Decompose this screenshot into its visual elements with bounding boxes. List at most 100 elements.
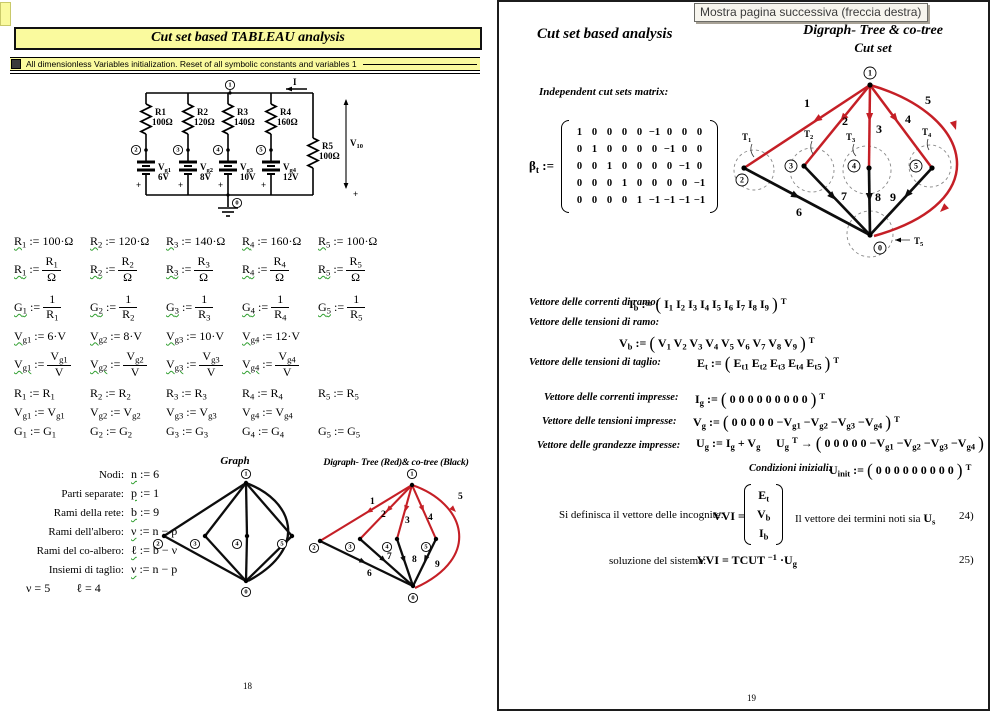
- equation: R2:= R2 Ω: [90, 255, 166, 284]
- svg-text:1: 1: [244, 471, 247, 478]
- equation: G2:= G2: [90, 423, 133, 440]
- svg-text:8: 8: [875, 190, 881, 204]
- equation: R1:= 100·Ω: [14, 233, 74, 250]
- matrix-cells: 1 0 0 0 0 −1 0 0 0 0 1 0 0 0 0 −1 0 0 0 0 1 0 0 0 0 −1 0 0 0 0 1 0 0 0 0 −1…: [569, 120, 710, 213]
- result: ℓ = 4: [76, 581, 101, 595]
- vector-item: Ib: [759, 526, 769, 542]
- source-value: 10V: [240, 172, 256, 182]
- param-definition: b := 9: [131, 505, 160, 519]
- matrix-cell: 0: [576, 161, 583, 172]
- matrix-cell: 0: [576, 195, 583, 206]
- label-solution: soluzione del sistema:: [609, 555, 707, 567]
- matrix-cell: 0: [636, 161, 643, 172]
- cutset-label-T2: T2: [804, 129, 813, 141]
- cutset-label-T5: T5: [914, 236, 924, 248]
- matrix-cell: 0: [696, 144, 703, 155]
- math-initial-conditions: Uinit := ( 0 0 0 0 0 0 0 0 0 ) T: [829, 460, 972, 480]
- node-label-0: 0: [240, 586, 252, 598]
- cutset-matrix: βt := 1 0 0 0 0 −1 0 0 0 0 1 0 0 0 0 −1 0 0 0 0 1 0 0 0 0 −1 0 0 0 0 1…: [529, 120, 718, 213]
- math-impressed-quantities-1: Ug := Ig + Vg: [696, 436, 761, 452]
- matrix-cell: 0: [681, 144, 688, 155]
- label-impressed-voltages: Vettore delle tensioni impresse:: [542, 416, 677, 427]
- source-name: Vg4: [283, 162, 297, 174]
- corner-strip: [0, 2, 11, 26]
- svg-text:4: 4: [385, 544, 389, 551]
- matrix-cell: 0: [666, 127, 673, 138]
- matrix-cell: 0: [651, 161, 658, 172]
- node-label-4: 4: [212, 144, 224, 156]
- svg-text:6: 6: [796, 205, 802, 219]
- matrix-cell: −1: [678, 161, 691, 172]
- cutset-label-T3: T3: [846, 132, 856, 144]
- node-label-1: 1: [863, 66, 877, 80]
- vector-items: Et Vb Ib: [751, 484, 776, 545]
- node-label-1: 1: [224, 79, 236, 91]
- resistor-value: 120Ω: [194, 117, 215, 127]
- svg-text:3: 3: [876, 122, 882, 136]
- equation: R2:= R2: [90, 385, 131, 402]
- svg-text:0: 0: [235, 200, 238, 207]
- node-label-5: 5: [255, 144, 267, 156]
- node-label-2: 2: [308, 542, 320, 554]
- equation: R1:= R1 Ω: [14, 255, 90, 284]
- matrix-cell: 0: [681, 127, 688, 138]
- right-page-title: Cut set based analysis: [537, 26, 673, 42]
- plus-sign: +: [261, 180, 266, 190]
- circuit-diagram: R1 100Ω R2 120Ω R3 140Ω R4 160Ω R5 100Ω …: [130, 77, 363, 217]
- matrix-cell: −1: [678, 195, 691, 206]
- equation: G1:= 1 R1: [14, 293, 90, 322]
- matrix-cell: −1: [693, 178, 706, 189]
- graph-title: Graph: [220, 455, 250, 467]
- equation: G4:= G4: [242, 423, 285, 440]
- math-impressed-quantities-2: Ug T → ( 0 0 0 0 0 −Vg1 −Vg2 −Vg3 −Vg4 ): [776, 433, 984, 453]
- matrix-label: Independent cut sets matrix:: [539, 86, 669, 98]
- matrix-cell: −1: [693, 195, 706, 206]
- matrix-cell: 0: [666, 161, 673, 172]
- equation: Vg2:= 8·V: [90, 328, 143, 345]
- equation: R2:= 120·Ω: [90, 233, 150, 250]
- collapse-marker-icon[interactable]: [11, 59, 21, 69]
- matrix-paren-right: [709, 120, 718, 213]
- vector-item: Vb: [757, 507, 771, 523]
- node-label-3: 3: [189, 538, 201, 550]
- matrix-cell: 0: [576, 144, 583, 155]
- current-label: I: [293, 77, 297, 87]
- math-cut-voltages: Et := ( Et1 Et2 Et3 Et4 Et5 ) T: [697, 353, 840, 373]
- label-impressed-quantities: Vettore delle grandezze impresse:: [537, 440, 681, 451]
- svg-text:4: 4: [428, 513, 433, 523]
- equation: G1:= G1: [14, 423, 57, 440]
- matrix-cell: 0: [621, 161, 628, 172]
- result: ν = 5: [26, 581, 51, 595]
- matrix-cell: 0: [651, 144, 658, 155]
- collapsed-section-bar[interactable]: All dimensionless Variables initializati…: [10, 57, 480, 74]
- label-impressed-currents: Vettore delle correnti impresse:: [544, 392, 679, 403]
- page-right: Cut set based analysis Digraph- Tree & c…: [497, 0, 990, 711]
- equation: R3:= 140·Ω: [166, 233, 226, 250]
- results-row: ν = 5 ℓ = 4: [26, 581, 101, 596]
- node-label-2: 2: [152, 538, 164, 550]
- matrix-cell: 0: [621, 127, 628, 138]
- svg-text:1: 1: [868, 69, 872, 78]
- param-label: Rami del co-albero:: [36, 544, 124, 557]
- equation: R3:= R3 Ω: [166, 255, 242, 284]
- matrix-cell: −1: [648, 127, 661, 138]
- svg-text:1: 1: [804, 96, 810, 110]
- source-name: Vg2: [200, 162, 213, 174]
- resistor-name: R1: [155, 107, 166, 117]
- matrix-cell: 0: [666, 178, 673, 189]
- math-impressed-voltages: Vg := ( 0 0 0 0 0 −Vg1 −Vg2 −Vg3 −Vg4 ) …: [693, 412, 900, 432]
- svg-text:3: 3: [789, 162, 793, 171]
- matrix-cell: 0: [651, 178, 658, 189]
- resistor-name: R2: [197, 107, 208, 117]
- svg-text:6: 6: [367, 569, 372, 579]
- unknowns-vector: Et Vb Ib: [744, 484, 784, 545]
- matrix-cell: 0: [681, 178, 688, 189]
- svg-text:5: 5: [280, 541, 284, 548]
- matrix-cell: 0: [591, 161, 598, 172]
- node-label-1: 1: [406, 468, 418, 480]
- resistor-name: R3: [237, 107, 248, 117]
- svg-text:5: 5: [259, 147, 263, 154]
- svg-text:7: 7: [387, 552, 392, 562]
- matrix-cell: 0: [636, 178, 643, 189]
- param-label: Parti separate:: [61, 487, 124, 500]
